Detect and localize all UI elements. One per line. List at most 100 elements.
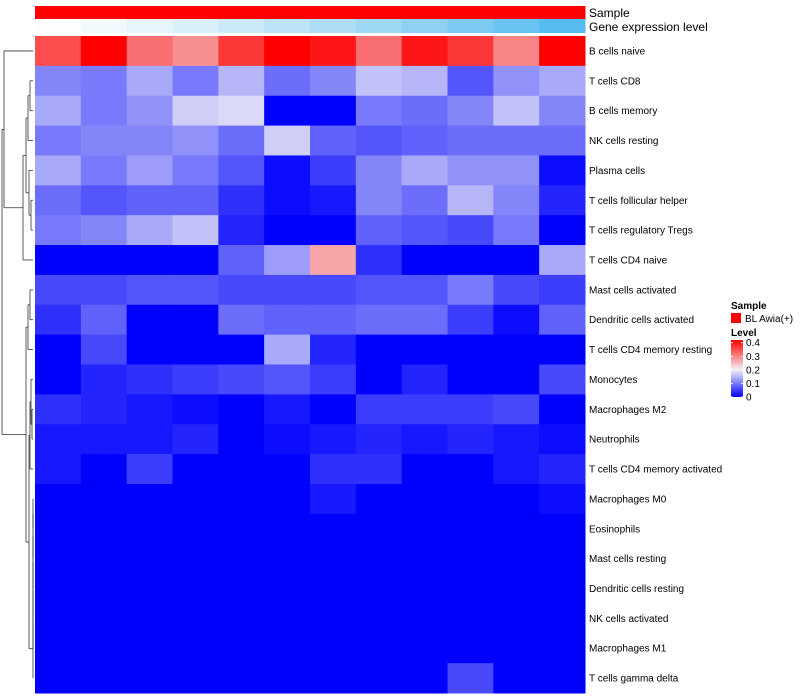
- heatmap-cell: [355, 215, 403, 246]
- heatmap-cell: [447, 454, 494, 485]
- heatmap-cell: [401, 573, 448, 604]
- row-labels: B cells naive T cells CD8 B cells memory NK…: [589, 46, 722, 684]
- heatmap-cell: [126, 663, 173, 694]
- heatmap-cell: [126, 95, 173, 127]
- heatmap-cell: [80, 394, 128, 425]
- heatmap-cell: [493, 65, 540, 97]
- heatmap-cell: [80, 245, 128, 276]
- heatmap-cell: [539, 483, 586, 515]
- annotation-cell: [172, 19, 219, 33]
- heatmap-cell: [35, 95, 82, 127]
- heatmap-cell: [126, 633, 173, 664]
- heatmap-cell: [401, 424, 448, 455]
- heatmap-cell: [401, 543, 448, 575]
- heatmap-cell: [218, 424, 265, 455]
- heatmap-cell: [447, 215, 494, 246]
- heatmap-cell: [447, 483, 494, 515]
- heatmap-cell: [447, 125, 494, 156]
- heatmap-cell: [35, 483, 82, 515]
- heatmap-cell: [264, 304, 311, 336]
- heatmap-cell: [80, 334, 128, 365]
- heatmap-cell: [172, 573, 219, 604]
- heatmap-cell: [447, 185, 494, 216]
- heatmap-cell: [126, 394, 173, 425]
- heatmap-cell: [126, 364, 173, 395]
- heatmap-cell: [218, 573, 265, 604]
- heatmap-cell: [218, 454, 265, 485]
- heatmap-cell: [310, 245, 357, 276]
- heatmap-cell: [80, 633, 128, 664]
- heatmap-cell: [126, 513, 173, 545]
- heatmap-cell: [218, 95, 265, 127]
- heatmap-cell: [447, 513, 494, 545]
- heatmap-cell: [264, 573, 311, 604]
- heatmap-cell: [355, 454, 403, 485]
- heatmap-cell: [447, 245, 494, 276]
- heatmap-cell: [35, 304, 82, 336]
- heatmap-cell: [172, 454, 219, 485]
- heatmap-cell: [401, 364, 448, 395]
- heatmap-cell: [401, 603, 448, 634]
- row-label: Plasma cells: [589, 166, 645, 177]
- heatmap-cell: [539, 663, 586, 694]
- legend-sample-entry: BL Awia(+): [745, 314, 793, 325]
- heatmap-cell: [401, 185, 448, 216]
- heatmap-cell: [172, 543, 219, 575]
- heatmap-cell: [447, 304, 494, 336]
- heatmap-cell: [172, 304, 219, 336]
- heatmap-cell: [401, 155, 448, 186]
- heatmap-cell: [447, 394, 494, 425]
- column-annotations: [35, 6, 586, 33]
- row-label: Dendritic cells resting: [589, 584, 684, 595]
- heatmap-cell: [355, 185, 403, 216]
- heatmap-cell: [355, 603, 403, 634]
- heatmap-cell: [539, 274, 586, 306]
- heatmap-cell: [539, 215, 586, 246]
- heatmap-cell: [310, 274, 357, 306]
- heatmap-cell: [493, 155, 540, 186]
- heatmap-cell: [264, 215, 311, 246]
- heatmap-cell: [493, 573, 540, 604]
- heatmap-cell: [172, 185, 219, 216]
- legend-tick-label: 0.3: [746, 352, 760, 363]
- heatmap-cell: [80, 36, 128, 67]
- heatmap-cell: [264, 155, 311, 186]
- heatmap-cell: [35, 633, 82, 664]
- heatmap-cell: [401, 334, 448, 365]
- heatmap-cell: [126, 603, 173, 634]
- heatmap-cell: [126, 543, 173, 575]
- heatmap-cell: [80, 215, 128, 246]
- heatmap-cell: [493, 95, 540, 127]
- heatmap-cell: [172, 65, 219, 97]
- heatmap-cell: [401, 95, 448, 127]
- legend: Sample BL Awia(+) Level 0.4 0.3 0.2 0.1 0: [731, 301, 793, 404]
- heatmap-cell: [264, 245, 311, 276]
- heatmap-cell: [35, 424, 82, 455]
- annotation-cell: [310, 6, 357, 19]
- heatmap-cell: [80, 543, 128, 575]
- heatmap-cell: [172, 274, 219, 306]
- heatmap-cell: [172, 663, 219, 694]
- heatmap-cell: [35, 663, 82, 694]
- heatmap-cell: [172, 245, 219, 276]
- heatmap-cell: [218, 65, 265, 97]
- heatmap-cell: [126, 424, 173, 455]
- heatmap-cell: [172, 633, 219, 664]
- heatmap-cell: [218, 125, 265, 156]
- heatmap-cell: [218, 663, 265, 694]
- heatmap-cell: [80, 304, 128, 336]
- annotation-cell: [126, 19, 173, 33]
- heatmap-cell: [264, 663, 311, 694]
- annotation-cell: [493, 6, 540, 19]
- heatmap-cell: [80, 364, 128, 395]
- heatmap-cell: [493, 663, 540, 694]
- heatmap-cell: [264, 185, 311, 216]
- heatmap-cell: [80, 603, 128, 634]
- heatmap-cell: [539, 633, 586, 664]
- heatmap-cell: [126, 185, 173, 216]
- heatmap-cell: [126, 304, 173, 336]
- legend-level-colorbar: [731, 340, 743, 397]
- heatmap-cell: [447, 424, 494, 455]
- legend-sample-title: Sample: [731, 301, 767, 312]
- heatmap-cell: [310, 483, 357, 515]
